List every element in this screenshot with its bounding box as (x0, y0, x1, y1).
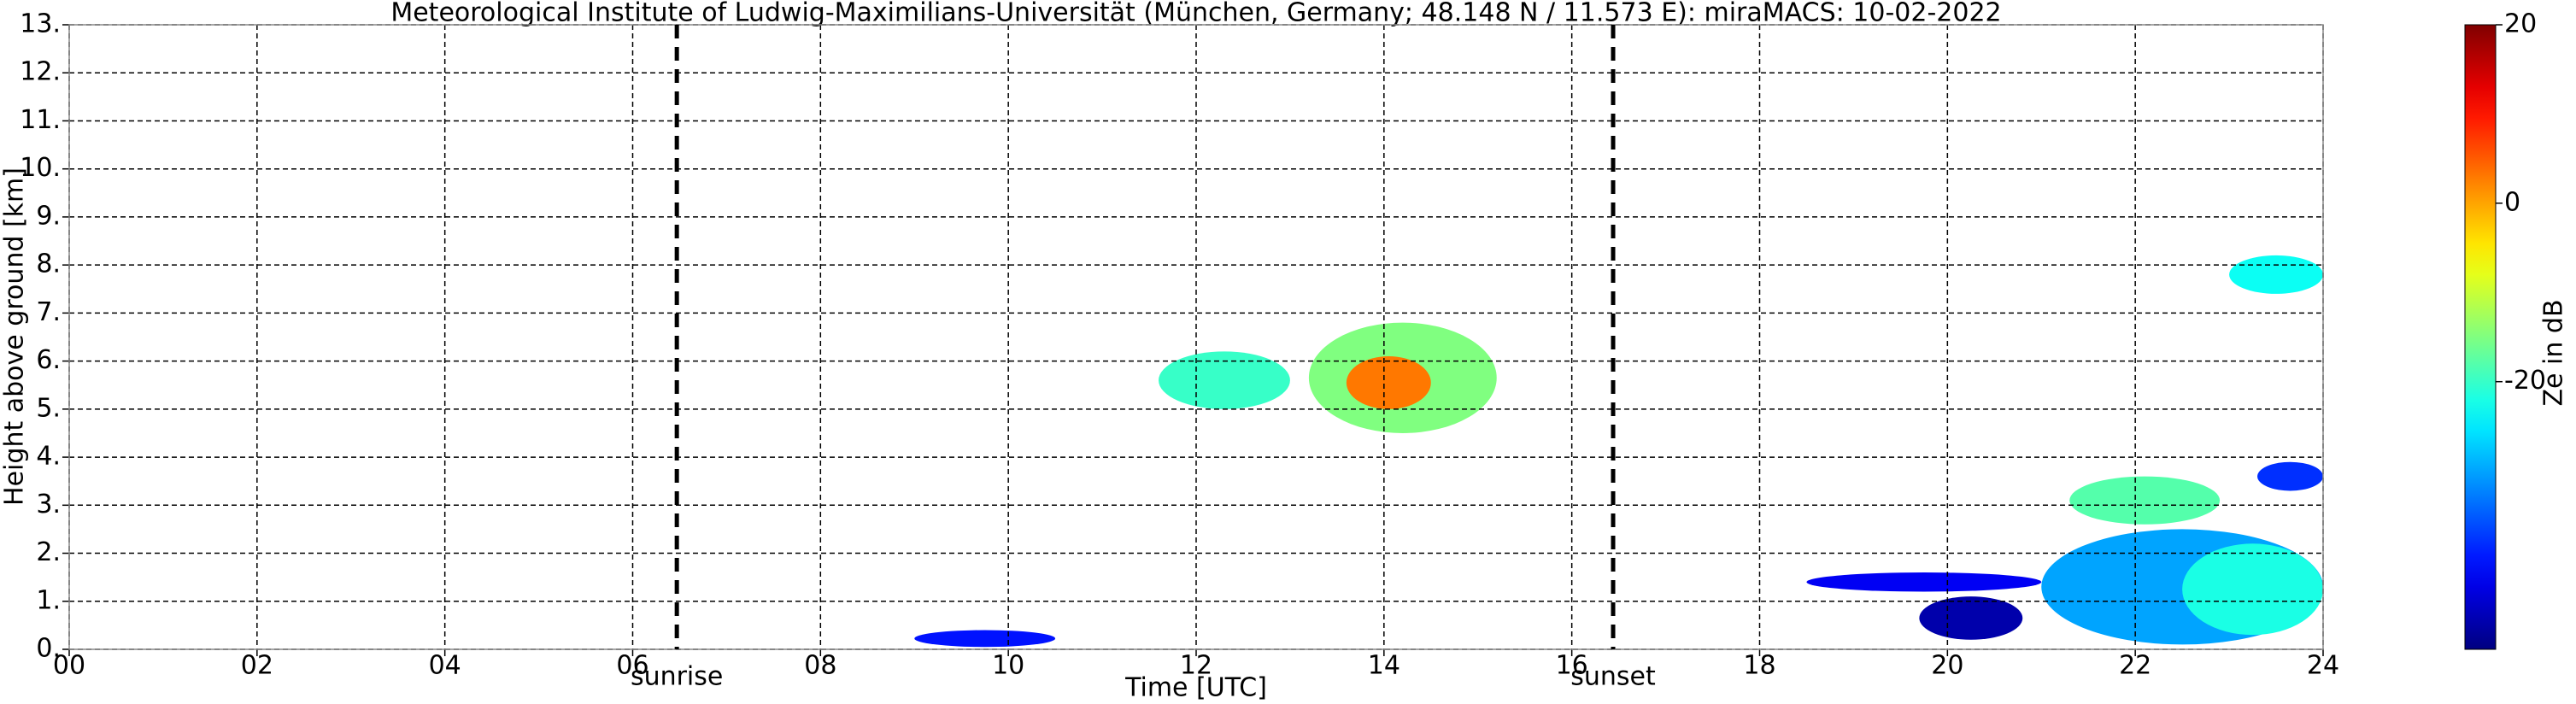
y-tick-label: 4. (36, 442, 61, 472)
reflectivity-region (2182, 543, 2323, 636)
reflectivity-region (914, 630, 1056, 648)
reflectivity-region (2257, 461, 2323, 491)
y-tick-label: 8. (36, 249, 61, 279)
y-tick-label: 5. (36, 393, 61, 423)
y-tick-label: 7. (36, 297, 61, 327)
marker-label: sunrise (631, 662, 723, 692)
reflectivity-region (1159, 351, 1290, 409)
x-tick-label: 00 (53, 651, 85, 681)
colorbar (2464, 24, 2497, 650)
y-tick-label: 6. (36, 345, 61, 375)
colorbar-tick-label: -20 (2504, 366, 2546, 396)
reflectivity-region (2229, 255, 2323, 294)
x-tick-label: 06 (616, 651, 648, 681)
colorbar-tick-label: 0 (2504, 187, 2520, 217)
y-tick-label: 12. (20, 57, 61, 87)
x-tick-label: 08 (804, 651, 836, 681)
y-tick-label: 0. (36, 634, 61, 664)
x-tick-label: 16 (1556, 651, 1588, 681)
x-tick-label: 04 (429, 651, 461, 681)
colorbar-label: Ze in dB (2539, 299, 2569, 406)
marker-label: sunset (1570, 662, 1656, 692)
x-tick-label: 12 (1180, 651, 1212, 681)
x-axis-label: Time [UTC] (1124, 673, 1267, 703)
y-tick-label: 9. (36, 201, 61, 231)
y-tick-label: 1. (36, 585, 61, 615)
plot-frame (68, 24, 2324, 650)
y-axis-label: Height above ground [km] (0, 167, 30, 506)
x-tick-label: 10 (992, 651, 1024, 681)
y-tick-label: 2. (36, 537, 61, 567)
y-tick-label: 10. (20, 153, 61, 183)
x-tick-label: 20 (1931, 651, 1963, 681)
x-tick-label: 14 (1368, 651, 1400, 681)
y-tick-label: 3. (36, 490, 61, 519)
reflectivity-region (1806, 572, 2042, 592)
reflectivity-region (1346, 355, 1431, 409)
y-tick-label: 13. (20, 9, 61, 39)
reflectivity-region (1919, 596, 2023, 640)
chart-title: Meteorological Institute of Ludwig-Maxim… (390, 0, 2001, 28)
x-tick-label: 18 (1743, 651, 1775, 681)
y-tick-label: 11. (20, 105, 61, 135)
x-tick-label: 24 (2307, 651, 2339, 681)
x-tick-label: 22 (2119, 651, 2151, 681)
colorbar-tick-label: 20 (2504, 9, 2537, 39)
x-tick-label: 02 (241, 651, 273, 681)
reflectivity-region (2069, 476, 2221, 525)
